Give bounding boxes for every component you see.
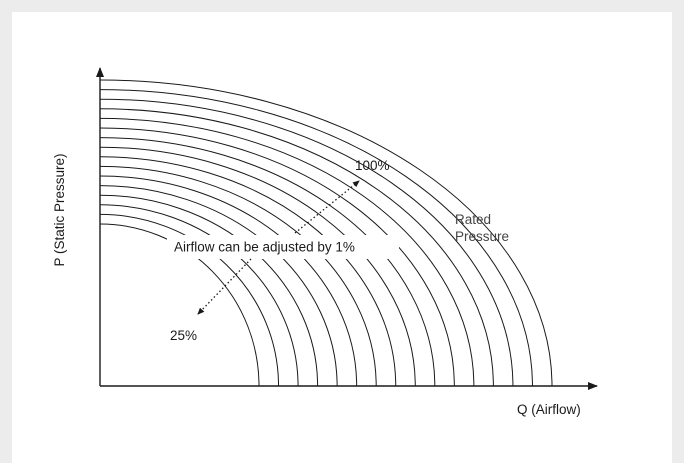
pressure-curve (99, 79, 553, 387)
increase-arrow (294, 180, 360, 234)
pressure-curve (99, 98, 514, 387)
max-percent-label: 100% (355, 158, 390, 173)
x-axis-label: Q (Airflow) (517, 402, 581, 417)
pressure-curve (99, 223, 260, 387)
rated-label-line1: Rated (455, 212, 491, 227)
pressure-curve (99, 204, 299, 387)
pressure-curve (99, 213, 280, 387)
adjust-label-background (167, 235, 399, 259)
adjust-label: Airflow can be adjusted by 1% (174, 240, 355, 255)
fan-curve-diagram: Airflow can be adjusted by 1% 100% 25% R… (52, 67, 598, 417)
pressure-curve (99, 146, 416, 387)
pressure-curve (99, 89, 533, 387)
pressure-curve (99, 108, 494, 387)
rated-label-line2: Pressure (455, 229, 509, 244)
min-percent-label: 25% (170, 328, 197, 343)
pressure-curve (99, 194, 319, 387)
decrease-arrow (197, 258, 252, 315)
pressure-curve (99, 117, 475, 387)
pressure-curve (99, 127, 455, 387)
diagram-panel: Airflow can be adjusted by 1% 100% 25% R… (12, 12, 672, 463)
pressure-curve (99, 175, 358, 387)
y-axis-label: P (Static Pressure) (52, 153, 67, 266)
pressure-curve (99, 185, 338, 387)
pressure-curve (99, 137, 436, 387)
pressure-curve (99, 165, 377, 387)
pressure-curve (99, 156, 397, 387)
